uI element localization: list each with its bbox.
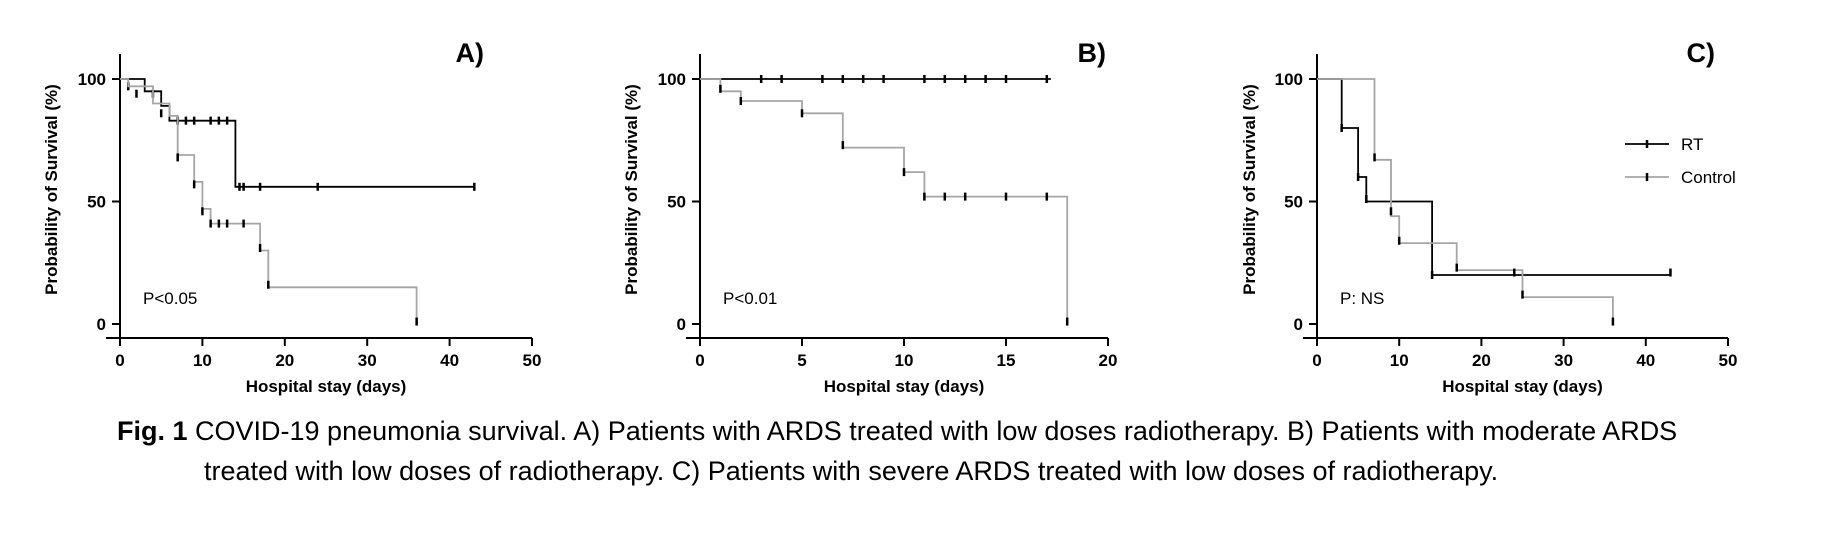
x-tick-label: 20 [1472,351,1491,370]
chart-panel-2: 0 50 100 0 5 10 15 20 Hospital stay (days) Probab… [622,38,1117,396]
survival-curve-control [1317,78,1614,324]
figure-caption: Fig. 1 COVID-19 pneumonia survival. A) P… [117,411,1817,491]
x-tick-label: 0 [695,351,704,370]
y-tick-label: 0 [677,315,686,334]
y-tick-label: 0 [1294,315,1303,334]
caption-line-1: COVID-19 pneumonia survival. A) Patients… [187,416,1678,446]
p-value-annotation: P: NS [1340,289,1384,308]
x-axis-label: Hospital stay (days) [1442,377,1603,396]
x-tick-label: 40 [440,351,459,370]
y-axis-label: Probability of Survival (%) [42,84,61,295]
y-tick-label: 0 [97,315,106,334]
x-axis-label: Hospital stay (days) [824,377,985,396]
y-tick-label: 100 [1275,70,1303,89]
x-tick-label: 10 [193,351,212,370]
survival-curve-rt [1317,78,1671,276]
chart-panel-1: 0 50 100 0 10 20 30 40 50 Hospital stay (days) Pro… [42,38,541,396]
x-tick-label: 0 [115,351,124,370]
x-tick-label: 30 [1554,351,1573,370]
x-tick-label: 50 [523,351,542,370]
x-tick-label: 10 [1390,351,1409,370]
survival-curve-series-2 [700,78,1069,324]
panel-label: A) [456,38,485,68]
y-axis-label: Probability of Survival (%) [622,84,641,295]
x-tick-label: 5 [797,351,806,370]
x-tick-label: 50 [1719,351,1738,370]
panel-label: C) [1687,38,1716,68]
x-tick-label: 20 [275,351,294,370]
x-tick-label: 40 [1636,351,1655,370]
legend-label: RT [1681,135,1703,154]
y-tick-label: 50 [87,193,106,212]
p-value-annotation: P<0.05 [143,289,197,308]
caption-prefix: Fig. 1 [117,416,188,446]
x-axis-label: Hospital stay (days) [246,377,407,396]
x-tick-label: 0 [1312,351,1321,370]
y-tick-label: 100 [78,70,106,89]
x-tick-label: 30 [358,351,377,370]
chart-panel-3: 0 50 100 0 10 20 30 40 50 Hospital stay (days) Pro… [1240,38,1737,396]
y-tick-label: 100 [658,70,686,89]
p-value-annotation: P<0.01 [723,289,777,308]
x-tick-label: 15 [997,351,1016,370]
x-tick-label: 20 [1099,351,1118,370]
y-axis-label: Probability of Survival (%) [1240,84,1259,295]
panel-label: B) [1078,38,1107,68]
caption-line-2: treated with low doses of radiotherapy. … [204,456,1499,486]
x-tick-label: 10 [895,351,914,370]
legend-label: Control [1681,168,1736,187]
y-tick-label: 50 [667,193,686,212]
survival-curve-series-1 [120,78,475,188]
y-tick-label: 50 [1284,193,1303,212]
